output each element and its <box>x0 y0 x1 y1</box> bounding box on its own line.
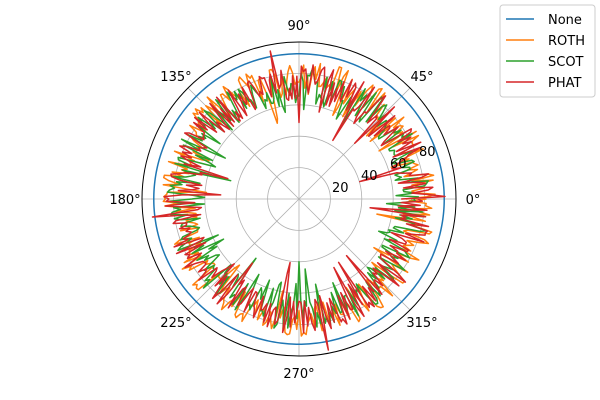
angle-tick-label: 270° <box>283 367 314 382</box>
legend-label-scot: SCOT <box>548 55 584 70</box>
angle-tick-label: 0° <box>466 193 481 208</box>
legend-label-none: None <box>548 13 582 28</box>
angle-tick-label: 90° <box>287 19 310 34</box>
legend: None ROTH SCOT PHAT <box>499 4 596 98</box>
series-lines <box>151 50 446 351</box>
radius-tick-label: 40 <box>361 169 378 184</box>
series-line-phat <box>151 50 446 351</box>
polar-spine <box>141 41 457 357</box>
tick-labels: 0° 45° 90° 135° 180° 225° 270° 315° 20 40 60 80 <box>109 19 480 382</box>
legend-label-phat: PHAT <box>548 76 581 91</box>
angle-tick-label: 225° <box>160 316 191 331</box>
radius-tick-label: 60 <box>390 157 407 172</box>
angle-tick-label: 180° <box>109 193 140 208</box>
angular-grid-line <box>187 198 300 311</box>
radius-tick-label: 80 <box>419 145 436 160</box>
angular-grid-line <box>298 198 411 311</box>
series-line-none <box>153 53 445 345</box>
angle-tick-label: 135° <box>160 70 191 85</box>
series-line-roth <box>162 62 436 337</box>
legend-label-roth: ROTH <box>548 34 585 49</box>
angle-tick-label: 45° <box>411 70 434 85</box>
radius-tick-label: 20 <box>332 181 349 196</box>
polar-frame <box>141 41 457 357</box>
legend-box <box>499 4 596 98</box>
angle-tick-label: 315° <box>406 316 437 331</box>
